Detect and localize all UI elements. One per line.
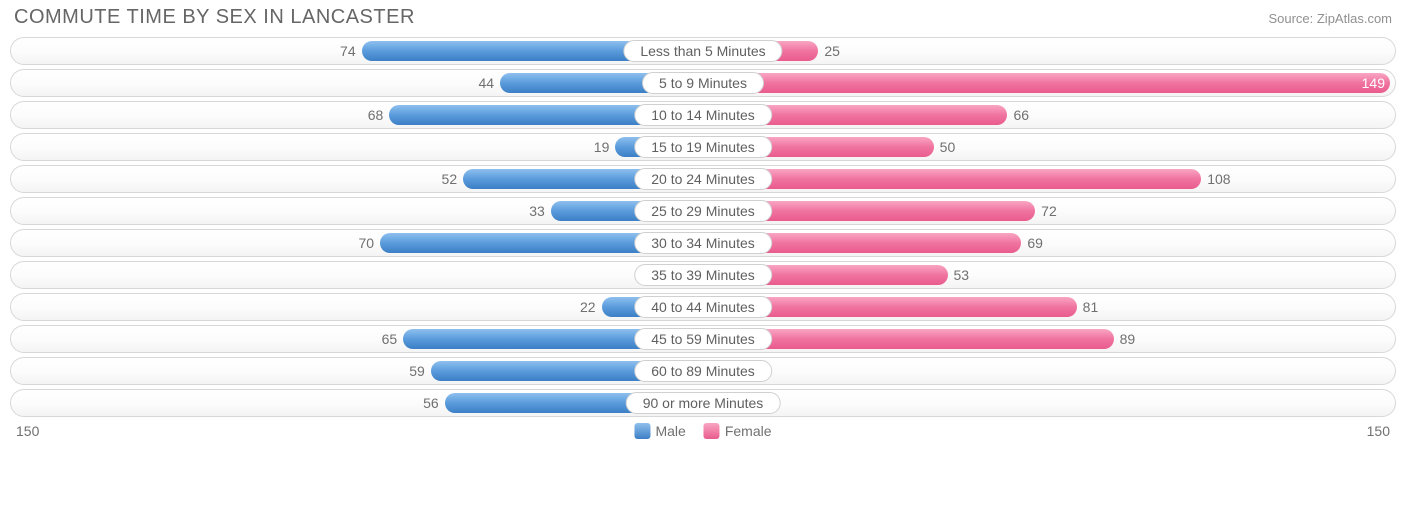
- chart-source: Source: ZipAtlas.com: [1268, 11, 1392, 26]
- female-bar: [703, 169, 1201, 189]
- male-value: 59: [403, 358, 431, 384]
- axis-max-right: 150: [1367, 423, 1390, 439]
- female-value: 108: [1201, 166, 1236, 192]
- category-label: Less than 5 Minutes: [623, 40, 782, 62]
- chart-row: 56590 or more Minutes: [10, 389, 1396, 417]
- male-value: 70: [353, 230, 381, 256]
- male-swatch-icon: [634, 423, 650, 439]
- female-value: 81: [1077, 294, 1105, 320]
- chart-row: 52 108 20 to 24 Minutes: [10, 165, 1396, 193]
- legend-male-label: Male: [655, 423, 685, 439]
- female-value: 50: [934, 134, 962, 160]
- category-label: 35 to 39 Minutes: [634, 264, 772, 286]
- female-swatch-icon: [704, 423, 720, 439]
- chart-footer: 150 Male Female 150: [10, 423, 1396, 443]
- category-label: 25 to 29 Minutes: [634, 200, 772, 222]
- female-bar: [703, 73, 1390, 93]
- female-value: 149: [1356, 70, 1391, 96]
- chart-rows: 74 25 Less than 5 Minutes 44 149 5 to 9 Minut…: [10, 37, 1396, 417]
- male-value: 19: [588, 134, 616, 160]
- female-value: 72: [1035, 198, 1063, 224]
- axis-max-left: 150: [16, 423, 39, 439]
- legend-female: Female: [704, 423, 772, 439]
- male-value: 33: [523, 198, 551, 224]
- category-label: 40 to 44 Minutes: [634, 296, 772, 318]
- chart-row: 68 66 10 to 14 Minutes: [10, 101, 1396, 129]
- male-value: 68: [362, 102, 390, 128]
- female-value: 53: [948, 262, 976, 288]
- chart-row: 33 72 25 to 29 Minutes: [10, 197, 1396, 225]
- chart-row: 22 81 40 to 44 Minutes: [10, 293, 1396, 321]
- legend-female-label: Female: [725, 423, 772, 439]
- category-label: 15 to 19 Minutes: [634, 136, 772, 158]
- chart-row: 74 25 Less than 5 Minutes: [10, 37, 1396, 65]
- chart-row: 65 89 45 to 59 Minutes: [10, 325, 1396, 353]
- category-label: 5 to 9 Minutes: [642, 72, 764, 94]
- female-value: 66: [1007, 102, 1035, 128]
- chart-header: COMMUTE TIME BY SEX IN LANCASTER Source:…: [10, 6, 1396, 29]
- category-label: 60 to 89 Minutes: [634, 360, 772, 382]
- category-label: 30 to 34 Minutes: [634, 232, 772, 254]
- category-label: 45 to 59 Minutes: [634, 328, 772, 350]
- legend: Male Female: [634, 423, 771, 439]
- category-label: 20 to 24 Minutes: [634, 168, 772, 190]
- category-label: 10 to 14 Minutes: [634, 104, 772, 126]
- category-label: 90 or more Minutes: [626, 392, 781, 414]
- chart-row: 85335 to 39 Minutes: [10, 261, 1396, 289]
- female-value: 25: [818, 38, 846, 64]
- legend-male: Male: [634, 423, 685, 439]
- chart-row: 19 50 15 to 19 Minutes: [10, 133, 1396, 161]
- male-value: 52: [436, 166, 464, 192]
- male-value: 74: [334, 38, 362, 64]
- chart-row: 70 69 30 to 34 Minutes: [10, 229, 1396, 257]
- female-value: 89: [1114, 326, 1142, 352]
- chart-row: 44 149 5 to 9 Minutes: [10, 69, 1396, 97]
- male-value: 22: [574, 294, 602, 320]
- chart-row: 59860 to 89 Minutes: [10, 357, 1396, 385]
- male-value: 44: [472, 70, 500, 96]
- male-value: 56: [417, 390, 445, 416]
- chart-title: COMMUTE TIME BY SEX IN LANCASTER: [14, 6, 415, 29]
- female-value: 69: [1021, 230, 1049, 256]
- male-value: 65: [376, 326, 404, 352]
